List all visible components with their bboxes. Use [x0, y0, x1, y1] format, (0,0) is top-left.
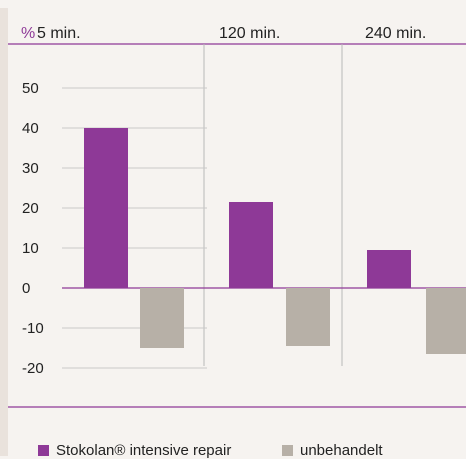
- left-accent-strip: [0, 0, 8, 456]
- x-tick-label: 120 min.: [219, 25, 280, 42]
- bar-stokolan: [367, 250, 411, 288]
- bar-stokolan: [84, 128, 128, 288]
- legend-item-stokolan: Stokolan® intensive repair: [38, 442, 231, 459]
- legend-label-unbehandelt: unbehandelt: [300, 442, 383, 459]
- x-tick-label: 5 min.: [37, 25, 81, 42]
- y-tick-label: 40: [22, 120, 39, 137]
- y-tick-label: 10: [22, 240, 39, 257]
- y-tick-label: 20: [22, 200, 39, 217]
- legend-swatch-unbehandelt: [282, 445, 293, 456]
- chart-legend: Stokolan® intensive repair unbehandelt: [0, 430, 466, 459]
- legend-item-unbehandelt: unbehandelt: [282, 442, 383, 459]
- x-tick-label: 240 min.: [365, 25, 426, 42]
- y-unit-label: %: [21, 25, 35, 42]
- y-tick-label: 30: [22, 160, 39, 177]
- legend-label-stokolan: Stokolan® intensive repair: [56, 442, 232, 459]
- bar-stokolan: [229, 202, 273, 288]
- bar-unbehandelt: [140, 288, 184, 348]
- y-tick-label: 50: [22, 80, 39, 97]
- legend-swatch-stokolan: [38, 445, 49, 456]
- header-band: [0, 0, 466, 8]
- y-tick-label: -20: [22, 360, 44, 377]
- y-tick-label: -10: [22, 320, 44, 337]
- bar-chart: % 5 min. 120 min. 240 min. 50 40 30 20 10 0 -10 -20: [0, 0, 466, 408]
- y-tick-label: 0: [22, 280, 30, 297]
- bar-unbehandelt: [426, 288, 466, 354]
- bar-unbehandelt: [286, 288, 330, 346]
